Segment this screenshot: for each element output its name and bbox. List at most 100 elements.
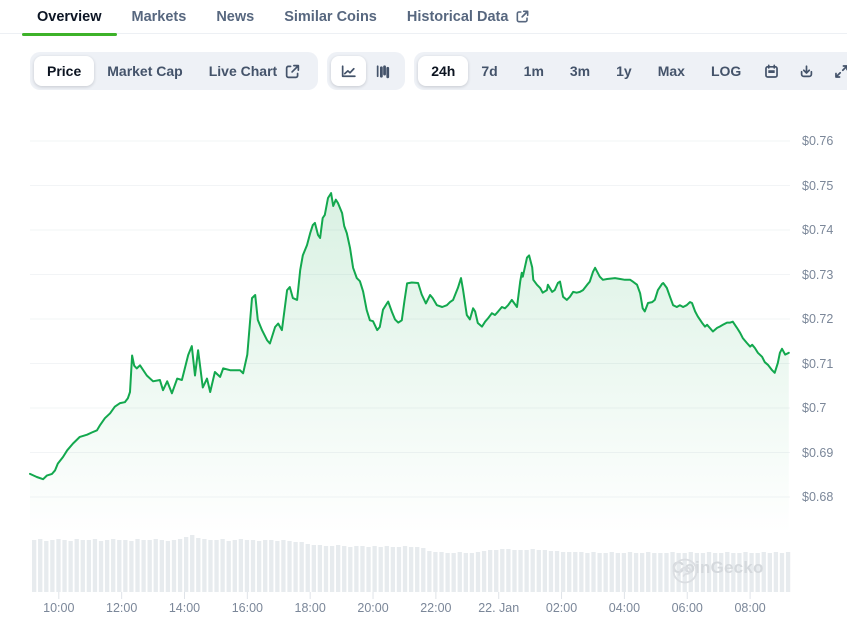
volume-bar <box>779 553 785 592</box>
volume-bar <box>366 547 371 592</box>
volume-bar <box>603 553 608 592</box>
x-axis-label: 06:00 <box>671 601 703 615</box>
range-max-button[interactable]: Max <box>645 56 698 86</box>
market-cap-button-label: Market Cap <box>107 63 183 79</box>
x-axis-label: 12:00 <box>106 601 138 615</box>
volume-bar <box>311 545 316 592</box>
volume-bar <box>129 541 134 592</box>
volume-bar <box>719 553 724 592</box>
price-chart[interactable]: $0.76 $0.75 $0.74 $0.73 $0.72 $0.71 $0.7 $0.69 $… <box>0 95 847 627</box>
volume-bar <box>214 540 219 592</box>
volume-bar <box>329 546 335 592</box>
volume-bar <box>384 546 389 592</box>
volume-bar <box>488 550 493 592</box>
volume-bar <box>500 549 505 592</box>
volume-bar <box>512 550 517 592</box>
x-axis-label: 16:00 <box>231 601 263 615</box>
download-chart-button[interactable] <box>789 56 824 86</box>
volume-bar <box>220 539 225 592</box>
metric-toggle-group: Price Market Cap Live Chart <box>30 52 319 90</box>
volume-bar <box>159 540 164 592</box>
market-cap-button[interactable]: Market Cap <box>94 56 195 86</box>
volume-bar <box>153 539 158 592</box>
volume-bar <box>609 552 614 592</box>
volume-bar <box>74 539 79 592</box>
range-7d-button[interactable]: 7d <box>468 56 510 86</box>
y-axis-label: $0.75 <box>802 178 834 193</box>
volume-bar <box>621 553 627 592</box>
volume-bar <box>402 546 408 592</box>
volume-bar <box>80 540 85 592</box>
volume-bar <box>232 540 237 592</box>
range-1m-button[interactable]: 1m <box>511 56 557 86</box>
tab-similar-coins[interactable]: Similar Coins <box>269 0 392 34</box>
tab-bar: Overview Markets News Similar Coins Hist… <box>0 0 847 36</box>
range-24h-label: 24h <box>431 63 456 79</box>
volume-bar <box>299 542 304 592</box>
tab-markets[interactable]: Markets <box>117 0 202 34</box>
volume-bar <box>554 551 560 592</box>
volume-bar <box>421 548 426 592</box>
volume-bar <box>743 552 748 592</box>
volume-bar <box>755 553 760 592</box>
log-scale-button[interactable]: LOG <box>698 56 754 86</box>
range-7d-label: 7d <box>481 63 498 79</box>
volume-bar <box>177 539 183 592</box>
volume-bar <box>62 540 67 592</box>
volume-bar <box>725 552 730 592</box>
range-1y-button[interactable]: 1y <box>603 56 645 86</box>
volume-bar <box>287 541 292 592</box>
fullscreen-button[interactable] <box>824 56 847 86</box>
tab-overview[interactable]: Overview <box>22 0 117 36</box>
volume-bar <box>263 540 268 592</box>
volume-bar <box>354 546 359 592</box>
volume-bar <box>56 539 61 592</box>
volume-bar <box>706 552 712 592</box>
candlestick-chart-type-button[interactable] <box>366 56 401 86</box>
x-axis-label: 04:00 <box>608 601 641 615</box>
volume-bar <box>658 553 663 592</box>
volume-bar <box>123 540 128 592</box>
price-button-label: Price <box>47 63 82 79</box>
volume-bar <box>573 552 578 592</box>
y-axis-label: $0.72 <box>802 312 834 326</box>
line-chart-icon <box>341 64 356 77</box>
volume-bar <box>767 553 772 592</box>
range-3m-button[interactable]: 3m <box>557 56 603 86</box>
volume-bar <box>463 553 468 592</box>
range-max-label: Max <box>657 63 685 79</box>
range-1m-label: 1m <box>523 63 544 79</box>
volume-bar <box>50 540 55 592</box>
tab-news[interactable]: News <box>201 0 269 34</box>
y-axis-label: $0.69 <box>802 445 834 460</box>
x-axis-ticks <box>58 592 751 599</box>
volume-bar <box>408 547 414 592</box>
volume-bar <box>785 552 791 592</box>
volume-bar <box>542 550 548 592</box>
volume-bar <box>567 552 572 592</box>
line-chart-type-button[interactable] <box>331 56 367 86</box>
tab-historical-data[interactable]: Historical Data <box>392 0 546 34</box>
x-axis-label: 08:00 <box>734 601 766 615</box>
date-range-button[interactable] <box>754 56 789 86</box>
volume-bar <box>104 540 110 592</box>
y-axis-label: $0.76 <box>802 134 834 148</box>
volume-bar <box>378 547 383 592</box>
price-button[interactable]: Price <box>34 56 95 86</box>
live-chart-button[interactable]: Live Chart <box>196 56 314 86</box>
volume-bar <box>147 540 152 592</box>
volume-bar <box>548 551 554 592</box>
time-range-group: 24h 7d 1m 3m 1y Max LOG <box>414 52 847 90</box>
price-chart-canvas <box>29 140 791 599</box>
volume-bar <box>439 552 444 592</box>
volume-bar <box>372 546 377 592</box>
volume-bar <box>433 552 438 592</box>
volume-bar <box>44 541 49 592</box>
live-chart-button-label: Live Chart <box>208 63 278 79</box>
range-24h-button[interactable]: 24h <box>418 56 469 86</box>
external-link-icon <box>285 64 300 78</box>
volume-bar <box>360 546 365 592</box>
tab-markets-label: Markets <box>131 8 187 25</box>
volume-bar <box>415 547 420 592</box>
volume-bar <box>38 539 43 592</box>
